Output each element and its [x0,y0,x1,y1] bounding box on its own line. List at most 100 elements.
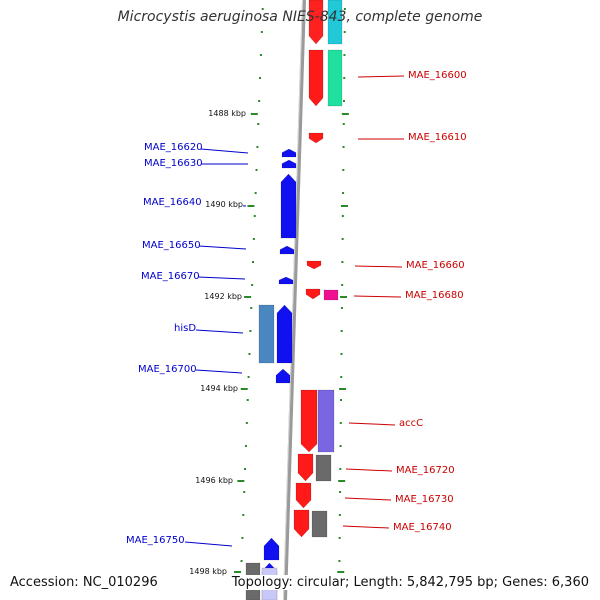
gene-mae-16740-arrow [293,509,310,538]
major-tick-right [338,480,346,482]
scale-label-1492: 1492 kbp [204,292,242,301]
minor-tick-right [343,31,346,33]
minor-tick-right [341,238,344,240]
label-leader-lines [184,75,405,547]
minor-tick-right [339,468,342,470]
gene-mae-16660-arrow [306,260,322,270]
scale-label-1494: 1494 kbp [200,384,238,393]
minor-tick-left [251,284,254,286]
leader-mae-16670 [197,276,246,280]
gene-label-mae-16740[interactable]: MAE_16740 [393,522,452,533]
major-tick-right [339,388,347,390]
minor-tick-left [259,54,262,56]
leader-mae-16700 [195,369,243,374]
gene-mae-16640-arrow [280,173,297,239]
minor-tick-left [251,261,254,263]
major-tick-left [237,480,245,482]
minor-tick-right [338,514,341,516]
backbone-line [283,0,306,600]
major-tick-right [341,113,349,115]
minor-tick-left [255,169,258,171]
minor-tick-right [343,8,346,10]
genome-title: Microcystis aeruginosa NIES-843, complet… [117,9,483,25]
major-tick-left [250,113,258,115]
minor-tick-left [259,77,262,79]
minor-tick-left [249,330,252,332]
leader-mae-16650 [198,245,247,250]
gene-mae-16700-arrow [275,368,291,384]
minor-tick-left [252,238,255,240]
major-tick-left [234,571,242,573]
gene-label-mae-16720[interactable]: MAE_16720 [396,465,455,476]
major-tick-left [247,205,255,207]
minor-tick-left [240,560,243,562]
minor-tick-left [247,376,250,378]
leader-mae-16600 [357,75,405,78]
minor-tick-right [341,261,344,263]
gene-label-mae-16750[interactable]: MAE_16750 [126,535,185,546]
gene-accc-feature-box [317,389,335,453]
minor-tick-left [244,445,247,447]
minor-tick-left [253,215,256,217]
minor-tick-left [256,146,259,148]
major-tick-right [337,571,345,573]
gene-label-accc[interactable]: accC [399,418,424,429]
minor-tick-left [244,468,247,470]
gene-label-hisd[interactable]: hisD [174,323,197,334]
scale-ticks-right [337,8,349,585]
gene-label-mae-16640[interactable]: MAE_16640 [143,197,202,208]
scale-label-1498: 1498 kbp [189,567,227,576]
minor-tick-left [245,422,248,424]
gene-label-mae-16620[interactable]: MAE_16620 [144,142,203,153]
minor-tick-left [250,307,253,309]
leader-mae-16730 [344,497,392,501]
leader-hisd [195,329,244,334]
leader-mae-16620 [200,148,249,154]
leader-accc [348,422,396,426]
minor-tick-left [260,31,263,33]
gene-mae-16670-arrow [278,276,294,285]
gene-accc-arrow [300,389,318,453]
major-tick-left [244,296,252,298]
minor-tick-right [339,445,342,447]
gene-label-mae-16630[interactable]: MAE_16630 [144,158,203,169]
leader-mae-16680 [353,295,402,298]
minor-tick-left [246,399,249,401]
minor-tick-left [261,8,264,10]
minor-tick-left [248,353,251,355]
minor-tick-right [343,77,346,79]
gene-label-mae-16600[interactable]: MAE_16600 [408,70,467,81]
gene-mae-16740-feature-box [311,510,328,538]
scale-label-1490: 1490 kbp [183,200,243,210]
gene-hisd-arrow [276,304,293,364]
gene-label-mae-16730[interactable]: MAE_16730 [395,494,454,505]
gene-label-mae-16610[interactable]: MAE_16610 [408,132,467,143]
gene-label-mae-16700[interactable]: MAE_16700 [138,364,197,375]
gene-mae-16610-arrow [308,132,324,144]
leader-mae-16740 [342,525,390,529]
minor-tick-left [242,514,245,516]
leader-mae-16720 [345,468,393,472]
minor-tick-left [258,100,261,102]
major-tick-right [340,205,348,207]
minor-tick-right [342,146,345,148]
minor-tick-right [339,491,342,493]
minor-tick-right [341,284,344,286]
chromosome-backbone [283,0,306,600]
minor-tick-right [338,537,341,539]
backbone-highlight [283,0,303,600]
gene-label-mae-16660[interactable]: MAE_16660 [406,260,465,271]
gene-label-mae-16670[interactable]: MAE_16670 [141,271,200,282]
minor-tick-right [342,169,345,171]
gene-label-mae-16650[interactable]: MAE_16650 [142,240,201,251]
minor-tick-right [343,100,345,102]
minor-tick-left [243,491,246,493]
gene-mae-16720-arrow [297,453,314,482]
gene-label-mae-16680[interactable]: MAE_16680 [405,290,464,301]
gene-mae-16650-arrow [279,245,295,255]
gene-hisd-feature-box [258,304,275,364]
gene-mae-16750-arrow [263,537,280,561]
accession-text: Accession: NC_010296 [9,575,159,590]
